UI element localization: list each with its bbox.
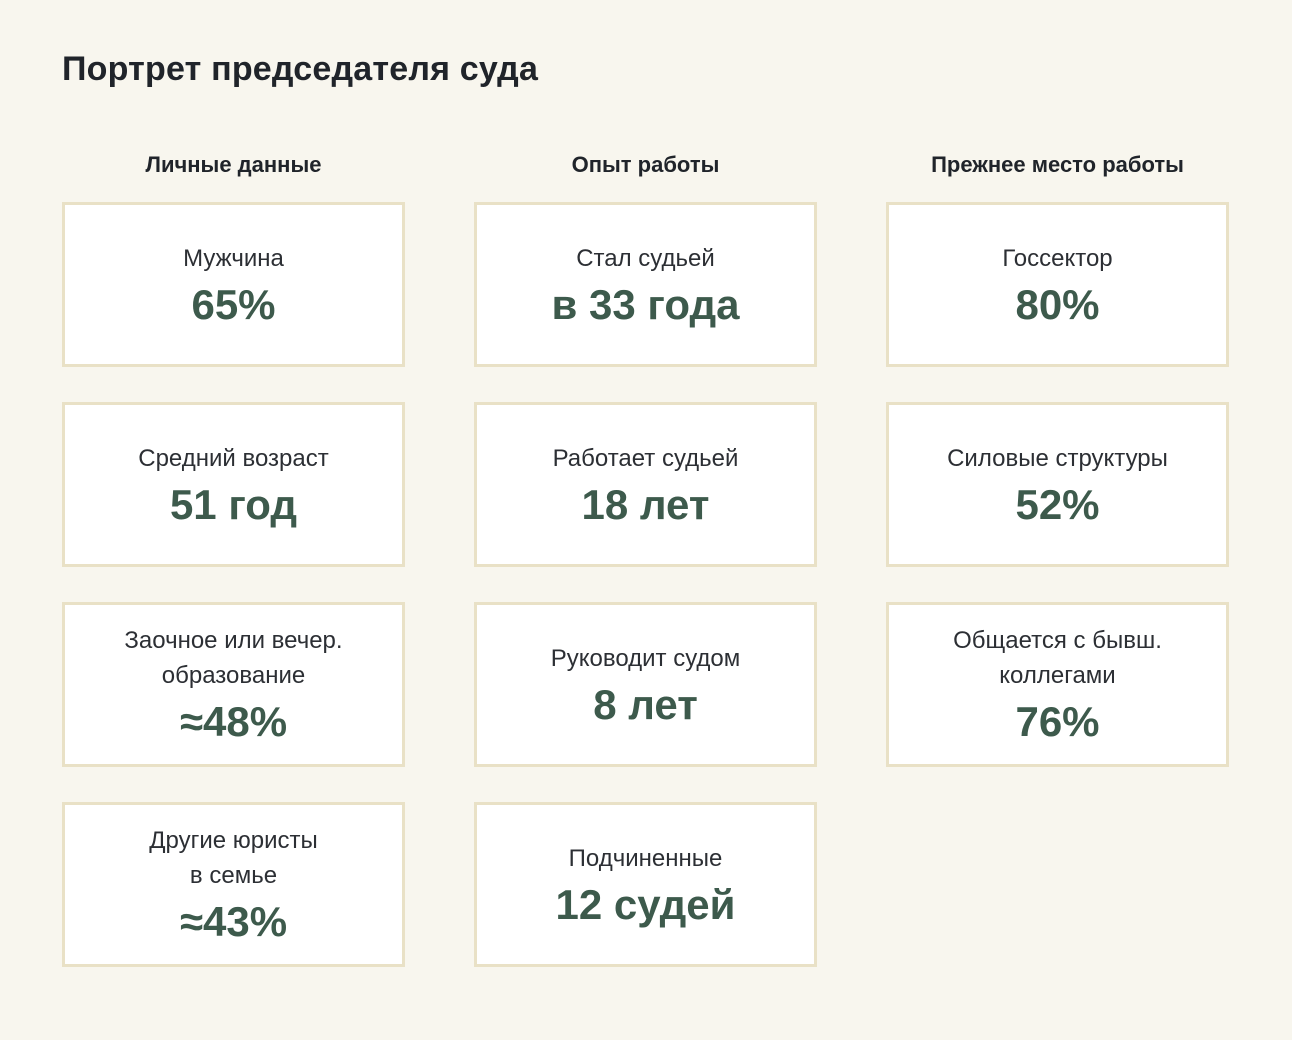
column-previous-workplace: Прежнее место работы Госсектор 80% Силов… [886,150,1229,1002]
stat-value: в 33 года [551,280,740,328]
stat-card-public-sector: Госсектор 80% [886,202,1229,367]
stat-label: Средний возраст [138,444,329,472]
stat-value: 18 лет [581,480,710,528]
column-header-previous-workplace: Прежнее место работы [931,152,1184,177]
stat-value: 65% [191,280,276,328]
stat-label: Общается с бывш. коллегами [953,627,1162,689]
column-work-experience: Опыт работы Стал судьей в 33 года Работа… [474,150,817,1002]
stat-label: Мужчина [183,244,284,272]
stat-value: 52% [1015,480,1100,528]
column-header-work-experience: Опыт работы [571,152,720,177]
stat-card-education: Заочное или вечер. образование ≈48% [62,602,405,767]
page-title: Портрет председателя суда [62,50,539,88]
stat-value: ≈43% [179,898,288,945]
stat-value: 8 лет [593,680,698,728]
column-header-personal-data: Личные данные [145,152,322,177]
stat-label: Госсектор [1002,244,1113,272]
stat-label: Стал судьей [576,244,715,272]
stat-card-became-judge: Стал судьей в 33 года [474,202,817,367]
stat-columns: Личные данные Мужчина 65% Средний возрас… [62,150,1229,1002]
stat-label: Подчиненные [568,844,723,872]
stat-card-subordinates: Подчиненные 12 судей [474,802,817,967]
stat-card-security-agencies: Силовые структуры 52% [886,402,1229,567]
stat-card-keeps-in-touch-ex-colleagues: Общается с бывш. коллегами 76% [886,602,1229,767]
stat-value: 76% [1015,698,1100,745]
stat-card-years-as-judge: Работает судьей 18 лет [474,402,817,567]
stat-label: Другие юристы в семье [149,827,318,889]
stat-value: ≈48% [179,698,288,745]
stat-card-average-age: Средний возраст 51 год [62,402,405,567]
stat-card-years-leading-court: Руководит судом 8 лет [474,602,817,767]
stat-card-lawyers-in-family: Другие юристы в семье ≈43% [62,802,405,967]
stat-value: 12 судей [555,880,736,928]
column-personal-data: Личные данные Мужчина 65% Средний возрас… [62,150,405,1002]
stat-label: Работает судьей [552,444,739,472]
stat-label: Заочное или вечер. образование [124,627,343,689]
stat-value: 80% [1015,280,1100,328]
stat-label: Силовые структуры [947,444,1168,472]
stat-value: 51 год [169,480,298,528]
stat-card-gender: Мужчина 65% [62,202,405,367]
stat-label: Руководит судом [550,644,741,672]
